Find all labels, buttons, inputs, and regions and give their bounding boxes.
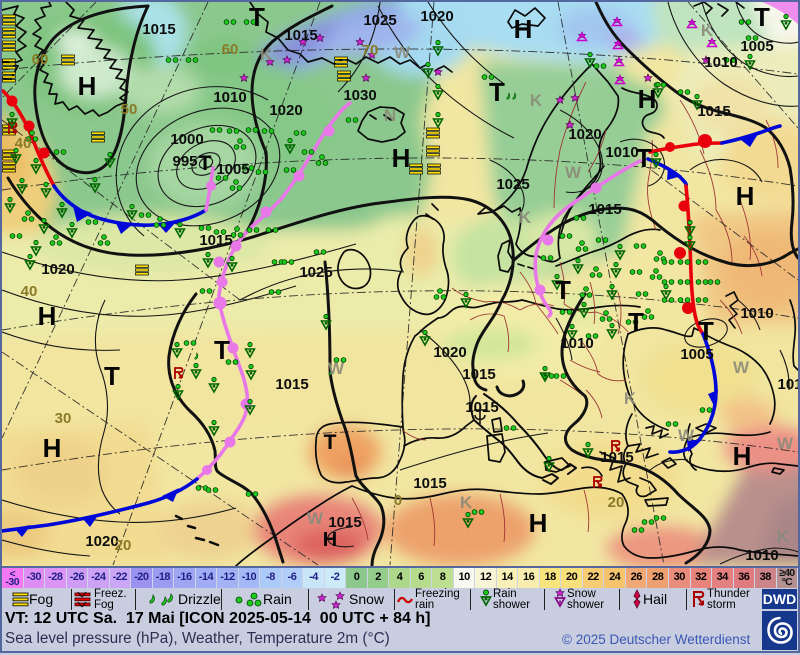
- svg-text:T: T: [324, 431, 337, 454]
- svg-text:W: W: [678, 426, 695, 445]
- svg-text:1025: 1025: [363, 12, 396, 29]
- svg-text:1020: 1020: [85, 533, 118, 550]
- svg-text:W: W: [733, 358, 750, 377]
- svg-text:1015: 1015: [142, 21, 175, 38]
- svg-text:1015: 1015: [588, 201, 621, 218]
- svg-text:N: N: [384, 106, 396, 125]
- svg-text:1015: 1015: [697, 103, 730, 120]
- svg-text:1015: 1015: [462, 366, 495, 383]
- svg-text:1015: 1015: [600, 449, 633, 466]
- svg-text:1025: 1025: [299, 264, 332, 281]
- svg-text:50: 50: [121, 101, 138, 118]
- svg-text:1015: 1015: [465, 399, 498, 416]
- svg-text:H: H: [78, 71, 97, 101]
- svg-text:1010: 1010: [213, 89, 246, 106]
- svg-text:101: 101: [777, 376, 798, 393]
- svg-text:T: T: [104, 361, 120, 391]
- svg-text:1010: 1010: [704, 54, 737, 71]
- svg-text:1030: 1030: [343, 87, 376, 104]
- svg-text:K: K: [530, 91, 543, 110]
- svg-text:20: 20: [608, 494, 625, 511]
- svg-text:1015: 1015: [275, 376, 308, 393]
- svg-text:W: W: [328, 359, 345, 378]
- svg-text:K: K: [624, 389, 637, 408]
- svg-text:995: 995: [172, 153, 197, 170]
- svg-text:T: T: [489, 77, 505, 107]
- svg-text:H: H: [392, 143, 411, 173]
- svg-text:T: T: [214, 335, 230, 365]
- svg-text:H: H: [514, 14, 533, 44]
- svg-text:30: 30: [55, 410, 72, 427]
- svg-text:T: T: [249, 2, 265, 32]
- svg-text:70: 70: [362, 42, 379, 59]
- svg-text:K: K: [519, 208, 532, 227]
- svg-text:T: T: [199, 152, 212, 175]
- svg-text:W: W: [565, 163, 582, 182]
- svg-text:1020: 1020: [568, 126, 601, 143]
- svg-text:T: T: [754, 2, 770, 32]
- svg-text:1000: 1000: [170, 131, 203, 148]
- svg-text:1010: 1010: [740, 305, 773, 322]
- svg-text:H: H: [38, 301, 57, 331]
- svg-text:1020: 1020: [41, 261, 74, 278]
- svg-text:1005: 1005: [216, 161, 249, 178]
- svg-text:20: 20: [115, 537, 132, 554]
- svg-text:K: K: [460, 493, 473, 512]
- svg-text:H: H: [736, 181, 755, 211]
- svg-text:1005: 1005: [740, 38, 773, 55]
- svg-text:W: W: [307, 509, 324, 528]
- svg-text:H: H: [529, 508, 548, 538]
- svg-text:1015: 1015: [413, 475, 446, 492]
- svg-text:H: H: [323, 529, 337, 551]
- svg-text:1015: 1015: [284, 27, 317, 44]
- svg-text:40: 40: [21, 283, 38, 300]
- svg-text:H: H: [43, 433, 62, 463]
- svg-text:1005: 1005: [680, 346, 713, 363]
- svg-text:1010: 1010: [560, 335, 593, 352]
- svg-text:T: T: [628, 307, 644, 337]
- svg-text:H: H: [638, 84, 657, 114]
- svg-text:K: K: [701, 21, 714, 40]
- svg-text:1010: 1010: [745, 547, 778, 564]
- svg-text:T: T: [698, 316, 714, 346]
- svg-text:1020: 1020: [420, 8, 453, 25]
- svg-text:1020: 1020: [269, 102, 302, 119]
- svg-text:40: 40: [15, 135, 32, 152]
- svg-text:1020: 1020: [433, 344, 466, 361]
- svg-text:W: W: [777, 434, 794, 453]
- svg-text:1015: 1015: [328, 514, 361, 531]
- svg-text:0: 0: [394, 492, 402, 509]
- svg-text:1025: 1025: [496, 176, 529, 193]
- svg-text:1010: 1010: [605, 144, 638, 161]
- svg-text:T: T: [555, 275, 571, 305]
- svg-text:60: 60: [32, 51, 49, 68]
- svg-text:W: W: [394, 43, 411, 62]
- svg-text:60: 60: [222, 41, 239, 58]
- svg-text:H: H: [733, 441, 752, 471]
- svg-text:1015: 1015: [199, 232, 232, 249]
- svg-text:T: T: [636, 143, 652, 173]
- svg-text:K: K: [260, 45, 273, 64]
- svg-text:K: K: [777, 527, 790, 546]
